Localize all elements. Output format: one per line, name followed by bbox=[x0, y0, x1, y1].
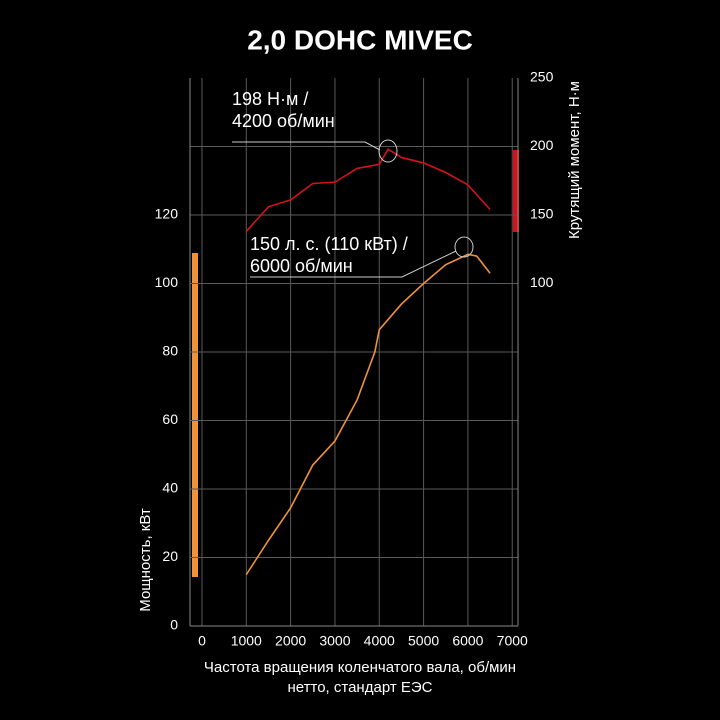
annotation-text: 198 Н·м / bbox=[232, 89, 308, 109]
y-axis-label: Мощность, кВт bbox=[137, 508, 154, 612]
x-tick-label: 3000 bbox=[319, 633, 350, 649]
annotation-text: 6000 об/мин bbox=[250, 256, 353, 276]
y2-tick-label: 150 bbox=[530, 206, 554, 222]
series-line bbox=[245, 148, 491, 232]
x-axis-label: нетто, стандарт ЕЭС bbox=[288, 679, 433, 696]
annotation-circle bbox=[378, 139, 398, 163]
y-tick-label: 120 bbox=[155, 206, 179, 222]
y2-axis-label: Крутящий момент, Н·м bbox=[566, 81, 583, 239]
y-tick-label: 0 bbox=[170, 617, 178, 633]
y-tick-label: 60 bbox=[162, 411, 178, 427]
y2-tick-label: 200 bbox=[530, 137, 554, 153]
x-tick-label: 7000 bbox=[497, 633, 528, 649]
x-tick-label: 0 bbox=[198, 633, 206, 649]
power-range-bar bbox=[192, 253, 198, 577]
y2-tick-label: 100 bbox=[530, 274, 554, 290]
annotation-leader bbox=[250, 250, 457, 278]
y-tick-label: 20 bbox=[162, 548, 178, 564]
chart-title: 2,0 DOHC MIVEC bbox=[247, 24, 473, 55]
x-tick-label: 6000 bbox=[452, 633, 483, 649]
torque-range-bar bbox=[513, 150, 519, 232]
annotations: 198 Н·м / 4200 об/мин 150 л. с. (110 кВт… bbox=[232, 89, 474, 278]
y2-tick-label: 250 bbox=[530, 69, 554, 85]
annotation-text: 4200 об/мин bbox=[232, 111, 335, 131]
y-tick-label: 80 bbox=[162, 343, 178, 359]
x-tick-label: 1000 bbox=[231, 633, 262, 649]
x-tick-label: 4000 bbox=[364, 633, 395, 649]
annotation-text: 150 л. с. (110 кВт) / bbox=[250, 234, 408, 254]
y-tick-label: 40 bbox=[162, 480, 178, 496]
annotation-leader bbox=[232, 141, 381, 151]
series-line bbox=[245, 253, 491, 576]
y-tick-label: 100 bbox=[155, 274, 179, 290]
x-axis-label: Частота вращения коленчатого вала, об/ми… bbox=[204, 659, 516, 676]
annotation-circle bbox=[454, 236, 474, 258]
x-tick-label: 5000 bbox=[408, 633, 439, 649]
x-tick-label: 2000 bbox=[275, 633, 306, 649]
